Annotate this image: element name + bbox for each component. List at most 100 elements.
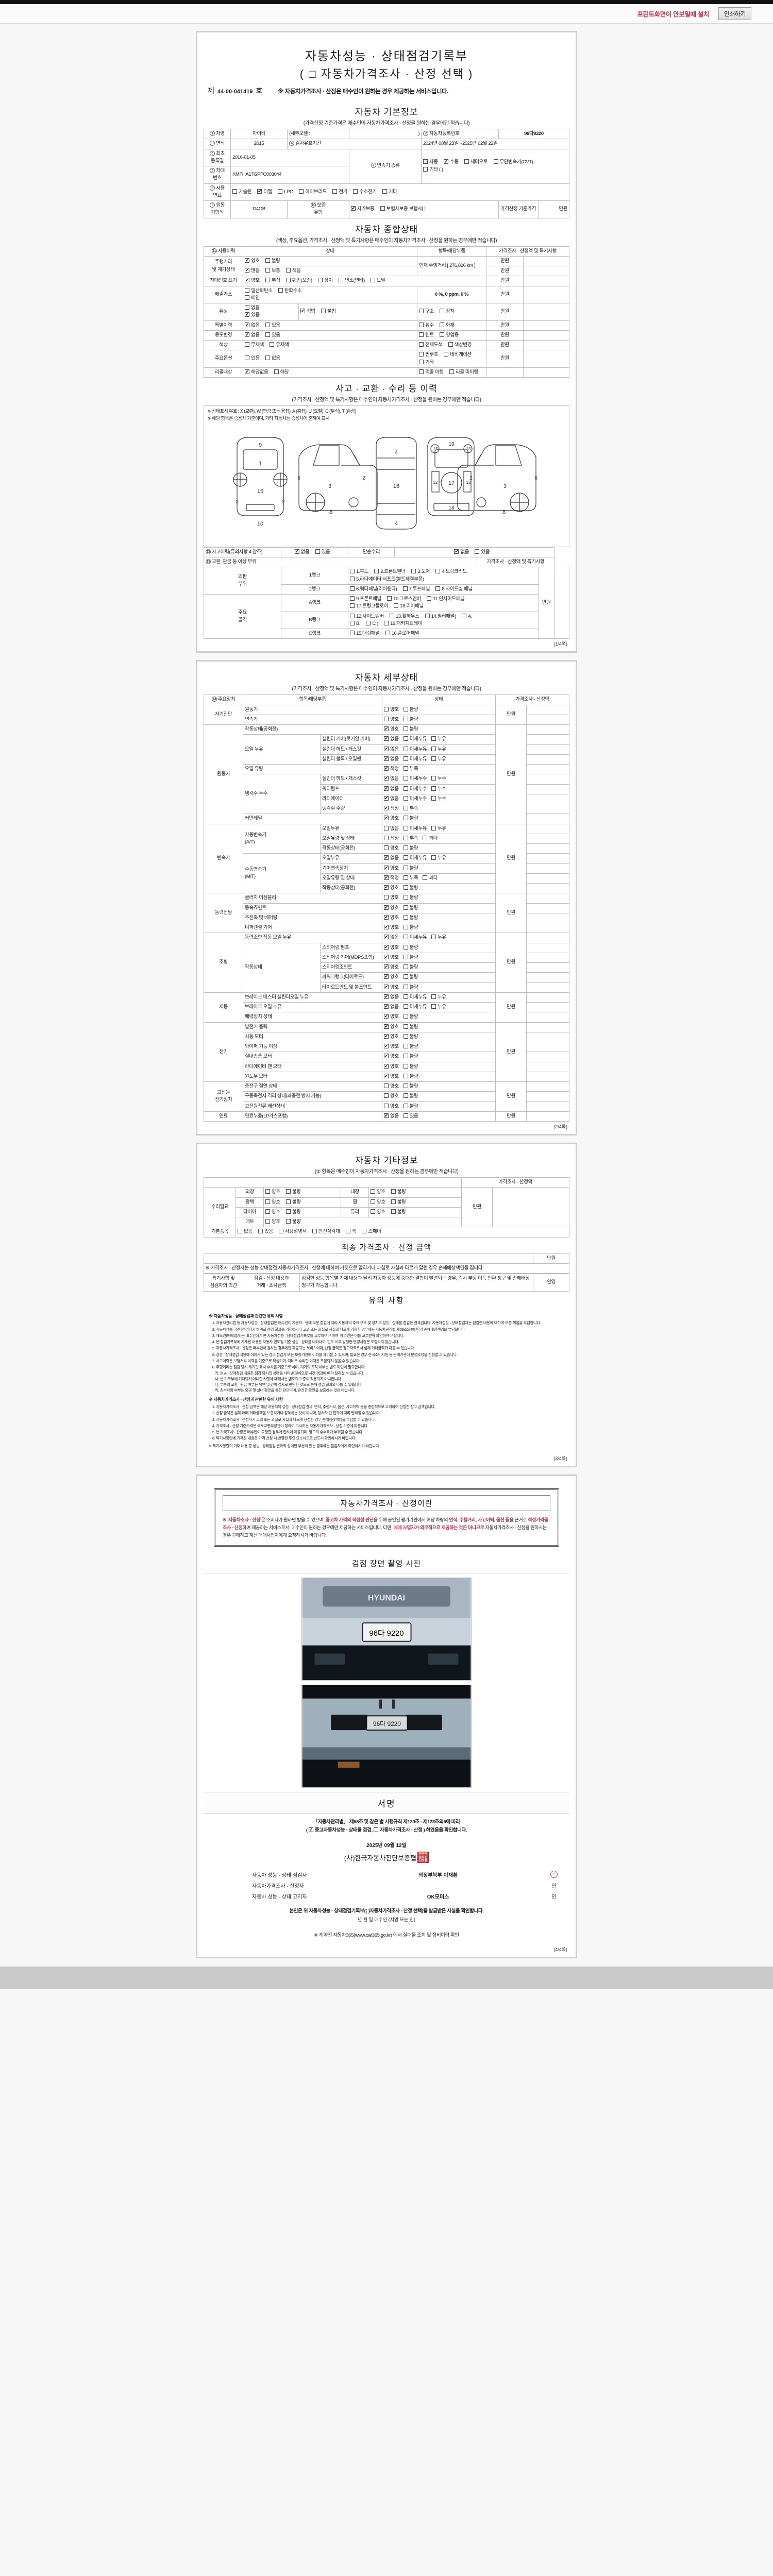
checkbox-checked-icon[interactable] [384,884,389,890]
opt-양호[interactable]: 양호 [384,815,399,822]
checkbox-icon[interactable] [403,825,408,831]
checkbox-icon[interactable] [385,631,390,636]
opt-양호[interactable]: 양호 [384,884,399,892]
checkbox-checked-icon[interactable] [300,308,305,314]
checkbox-icon[interactable] [384,825,389,831]
checkbox-icon[interactable] [439,309,444,314]
detail-price-cell[interactable] [526,972,569,983]
opt-누유[interactable]: 누유 [431,746,446,753]
detail-price-cell[interactable] [526,1022,569,1032]
checkbox-checked-icon[interactable] [384,874,389,880]
part-door[interactable]: 3.도어 [411,568,430,575]
checkbox-checked-icon[interactable] [384,1043,389,1049]
opt-부족[interactable]: 부족 [403,835,418,842]
checkbox-icon[interactable] [403,1113,408,1118]
part-rear-panel[interactable]: 18.리어패널 [394,603,424,610]
detail-price-cell[interactable] [526,942,569,953]
checkbox-checked-icon[interactable] [384,963,389,970]
checkbox-icon[interactable] [265,1209,270,1214]
detail-price-cell[interactable] [526,1091,569,1102]
checkbox-icon[interactable] [423,159,428,164]
opt-없음[interactable]: 없음 [384,775,399,783]
opt-other[interactable]: 기타 ( ) [423,166,443,174]
detail-price-cell[interactable] [526,1061,569,1072]
checkbox-icon[interactable] [371,1189,375,1194]
opt-미세누유[interactable]: 미세누유 [403,825,427,833]
checkbox-icon[interactable] [403,1014,408,1019]
checkbox-icon[interactable] [265,268,270,273]
checkbox-icon[interactable] [419,369,424,374]
checkbox-icon[interactable] [403,1004,408,1009]
checkbox-checked-icon[interactable] [384,944,389,950]
checkbox-icon[interactable] [403,1073,408,1078]
opt-누유[interactable]: 누유 [431,855,446,862]
checkbox-icon[interactable] [238,1229,242,1234]
opt-양호[interactable]: 양호 [384,1033,399,1041]
part-front-fender[interactable]: 2.프론트휀더 [374,568,406,575]
checkbox-icon[interactable] [419,342,424,347]
checkbox-icon[interactable] [419,332,424,337]
checkbox-icon[interactable] [278,1229,283,1234]
checkbox-icon[interactable] [371,1209,375,1214]
checkbox-icon[interactable] [384,620,389,625]
part-pillar-panel[interactable]: 14.필러패널( [425,613,456,620]
checkbox-checked-icon[interactable] [384,854,389,860]
opt-부족[interactable]: 부족 [403,766,418,773]
opt-없음[interactable]: 없음 [384,755,399,763]
cell-price-6[interactable] [523,320,569,331]
checkbox-icon[interactable] [439,332,444,337]
cell-price-9[interactable] [523,350,569,368]
cell-price-2[interactable] [523,265,569,277]
checkbox-icon[interactable] [384,716,389,721]
part-package-tray[interactable]: 19.패키지트레이 [384,620,423,628]
checkbox-checked-icon[interactable] [384,1023,389,1029]
detail-price-cell[interactable] [526,764,569,775]
opt-jack[interactable]: 잭 [345,1228,357,1235]
opt-gasoline[interactable]: 가솔린 [232,189,251,196]
opt-양호[interactable]: 양호 [384,924,399,931]
checkbox-icon[interactable] [448,342,453,347]
opt-양호[interactable]: 양호 [384,944,399,952]
opt-양호[interactable]: 양호 [384,725,399,733]
checkbox-checked-icon[interactable] [384,904,389,910]
checkbox-icon[interactable] [350,620,355,625]
checkbox-icon[interactable] [419,352,424,357]
checkbox-checked-icon[interactable] [384,1063,389,1069]
opt-cvt[interactable]: 무단변속기(CVT) [493,159,533,166]
part-trunk-floor[interactable]: 17.트렁크플로어 [350,603,388,610]
opt-적정[interactable]: 적정 [384,805,399,812]
checkbox-icon[interactable] [403,964,408,970]
checkbox-checked-icon[interactable] [384,865,389,871]
checkbox-icon[interactable] [265,258,270,263]
detail-price-cell[interactable] [526,1012,569,1023]
opt-vin-corrosion[interactable]: 부식 [265,277,280,284]
checkbox-checked-icon[interactable] [384,1073,389,1079]
cell-price-5[interactable] [523,303,569,321]
part-wheel-house[interactable]: 13.휠하우스 [389,613,419,620]
opt-structure[interactable]: 구조 [419,308,434,315]
checkbox-checked-icon[interactable] [245,331,249,337]
checkbox-icon[interactable] [278,189,283,194]
opt-양호[interactable]: 양호 [384,1023,399,1031]
opt-불량[interactable]: 불량 [403,894,418,902]
opt-불량[interactable]: 불량 [403,726,418,733]
opt-manual[interactable]: 수동 [443,158,459,166]
checkbox-icon[interactable] [431,994,436,999]
checkbox-icon[interactable] [265,1189,270,1194]
checkbox-icon[interactable] [403,855,408,860]
opt-불량[interactable]: 불량 [403,1024,418,1031]
checkbox-checked-icon[interactable] [245,257,249,263]
opt-있음[interactable]: 있음 [403,1113,418,1120]
opt-양호[interactable]: 양호 [384,1053,399,1060]
checkbox-icon[interactable] [431,756,436,761]
checkbox-icon[interactable] [403,984,408,989]
opt-bad[interactable]: 불량 [265,258,280,265]
opt-불량[interactable]: 불량 [403,1033,418,1041]
detail-price-cell[interactable] [526,1101,569,1112]
checkbox-icon[interactable] [285,1199,291,1204]
part-pillar-b[interactable]: B, [350,620,361,628]
opt-양호[interactable]: 양호 [384,706,399,714]
checkbox-icon[interactable] [427,596,432,601]
detail-price-cell[interactable] [526,1002,569,1013]
checkbox-checked-icon[interactable] [245,321,249,328]
